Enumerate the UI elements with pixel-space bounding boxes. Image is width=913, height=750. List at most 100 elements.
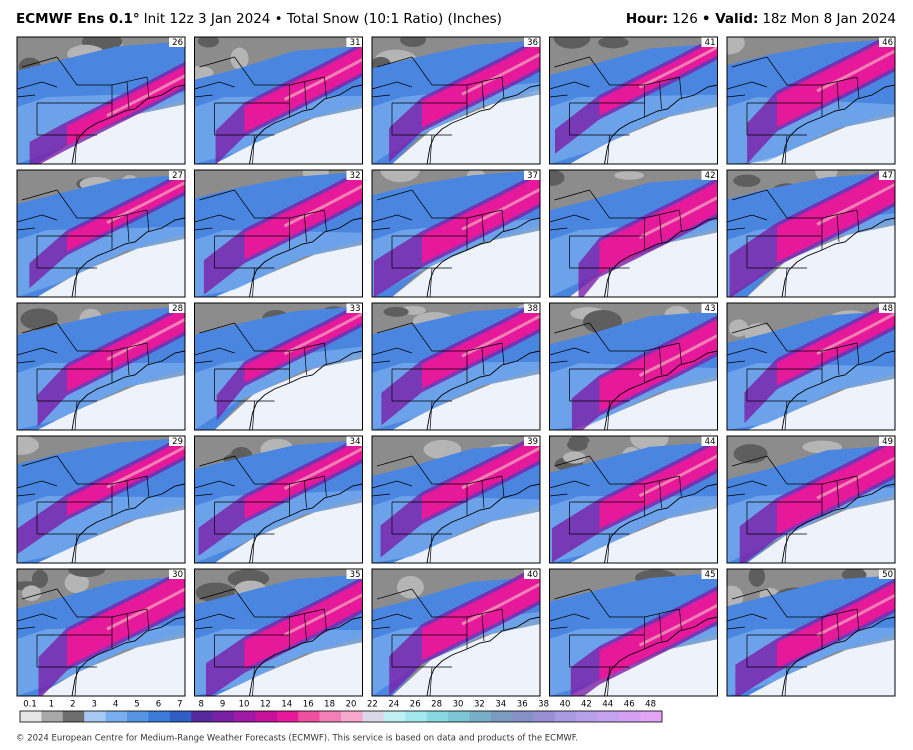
lakes (549, 347, 590, 364)
colorbar-cell (405, 711, 427, 722)
lakes (372, 613, 413, 630)
coastline (604, 350, 718, 430)
gray-patch (400, 37, 426, 47)
member-number: 43 (705, 304, 716, 314)
gray-patch (31, 569, 48, 588)
colorbar-label: 3 (91, 700, 96, 710)
lakes (549, 480, 590, 497)
panel-border (194, 169, 363, 298)
state-lines (731, 455, 860, 563)
state-lines (21, 189, 150, 297)
lakes (727, 214, 768, 231)
pink-core (638, 334, 718, 377)
lakes (17, 480, 58, 497)
panel-border (16, 435, 186, 564)
colorbar-cell (619, 711, 641, 722)
pink-core (106, 318, 185, 361)
map-panel: 44 (549, 436, 718, 563)
state-lines (554, 189, 682, 297)
gray-patch (17, 436, 39, 455)
subtitle: Init 12z 3 Jan 2024 • Total Snow (10:1 R… (144, 11, 502, 27)
lakes (17, 81, 58, 98)
coastline (71, 350, 185, 430)
gray-patch (727, 585, 744, 609)
map-panel: 35 (194, 569, 363, 696)
colorbar-cell (640, 711, 663, 722)
lakes (194, 613, 235, 630)
state-lines (554, 588, 682, 696)
panel-border (371, 169, 541, 298)
blue-light (194, 346, 363, 430)
panel-border (194, 568, 363, 697)
member-number: 50 (882, 570, 893, 580)
label-box (346, 37, 363, 47)
colorbar-label: 46 (624, 700, 635, 710)
coastline (249, 483, 363, 563)
pink-core (816, 312, 895, 356)
colorbar-label: 28 (431, 700, 442, 710)
lakes (549, 81, 590, 98)
pink-core (461, 52, 540, 96)
colorbar-cell (20, 711, 42, 722)
state-lines (199, 322, 327, 430)
lakes (17, 613, 58, 630)
panel-border (726, 169, 896, 298)
panel-border (371, 568, 541, 697)
map-panel: 29 (17, 436, 185, 563)
coastline (71, 616, 185, 696)
panel-border (371, 302, 541, 431)
lakes (549, 214, 590, 231)
member-number: 27 (172, 171, 183, 181)
pink-core (106, 445, 185, 489)
header-left: ECMWF Ens 0.1° Init 12z 3 Jan 2024 • Tota… (16, 11, 502, 27)
state-lines (21, 322, 150, 430)
state-lines (21, 56, 150, 164)
pink-core (106, 74, 185, 118)
label-box (169, 569, 185, 579)
member-number: 45 (705, 570, 716, 580)
pink-core (283, 593, 363, 637)
member-number: 47 (882, 171, 893, 181)
colorbar-label: 18 (324, 700, 335, 710)
member-number: 44 (705, 437, 716, 447)
map-panel: 48 (727, 303, 895, 430)
map-panel: 26 (17, 37, 185, 164)
state-lines (376, 588, 505, 696)
map-panel: 46 (727, 37, 895, 164)
map-panel: 38 (372, 303, 540, 430)
coastline (604, 483, 718, 563)
colorbar-cell (597, 711, 620, 722)
gray-patch (197, 37, 220, 48)
coastline (781, 84, 895, 164)
state-lines (554, 455, 682, 563)
colorbar-label: 44 (602, 700, 613, 710)
colorbar-label: 20 (346, 700, 357, 710)
panel-border (726, 435, 896, 564)
pink-core (461, 582, 540, 626)
map-panel: 34 (194, 436, 363, 563)
colorbar-label: 9 (220, 700, 225, 710)
state-lines (554, 56, 682, 164)
gray-patch (553, 37, 591, 49)
coastline (781, 616, 895, 696)
state-lines (21, 588, 150, 696)
colorbar-cell (84, 711, 106, 722)
map-panel: 47 (727, 170, 895, 297)
coastline (426, 483, 540, 563)
member-number: 26 (172, 38, 183, 48)
gray-patch (727, 37, 745, 55)
gray-patch (64, 572, 89, 594)
colorbar-cell (41, 711, 64, 722)
footer: © 2024 European Centre for Medium-Range … (16, 734, 578, 744)
pink-core (638, 45, 718, 89)
colorbar-cell (127, 711, 149, 722)
panel-border (16, 36, 186, 165)
map-panel: 36 (372, 37, 540, 164)
member-number: 38 (527, 304, 538, 314)
pink-core (638, 603, 718, 647)
map-panel: 49 (727, 436, 895, 563)
gray-patch (20, 308, 58, 331)
member-number: 49 (882, 437, 893, 447)
label-box (879, 37, 895, 47)
